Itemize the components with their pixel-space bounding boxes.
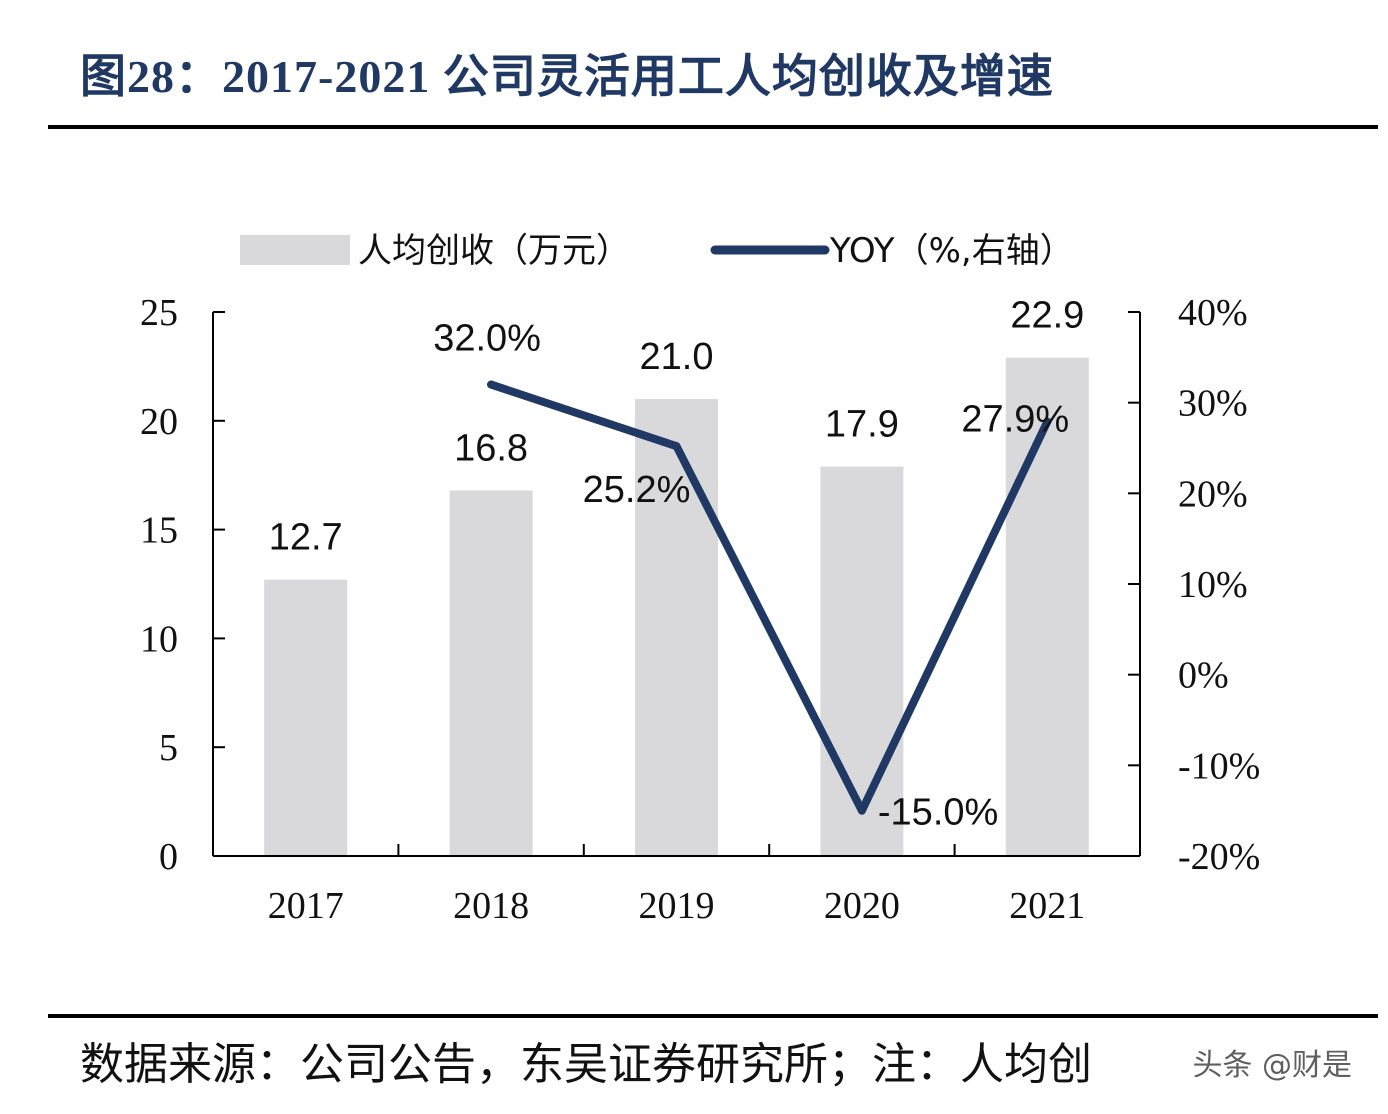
legend-bar-swatch [240,235,350,265]
bar-value-label: 16.8 [454,427,528,469]
bar-2021 [1005,357,1089,856]
bar-2017 [264,579,348,856]
chart-legend: 人均创收（万元） YOY（%,右轴） [240,231,1074,271]
legend-bar-label: 人均创收（万元） [358,231,630,271]
data-labels: 12.7 16.8 21.0 17.9 22.9 32.0% 25.2% -15.0% 27.9… [269,295,1085,834]
yoy-point-2020 [857,806,866,815]
right-tick-label: 30% [1178,383,1248,425]
watermark: 头条 @财是 [1188,1040,1356,1084]
left-tick-label: 15 [140,510,178,552]
left-tick-label: 25 [140,292,178,334]
right-tick-label: 10% [1178,564,1248,606]
source-divider [48,1014,1378,1018]
bar-series [264,357,1089,856]
left-tick-label: 20 [140,401,178,443]
combo-chart: 人均创收（万元） YOY（%,右轴） 0 5 10 15 20 25 -20% -10% 0% 10… [140,231,1260,927]
right-tick-label: -20% [1178,836,1260,878]
yoy-value-label: -15.0% [878,792,998,834]
title-divider [48,125,1378,129]
source-note: 数据来源：公司公告，东吴证券研究所；注：人均创 [80,1039,1092,1090]
bar-value-label: 17.9 [825,403,899,445]
bar-value-label: 12.7 [269,517,343,559]
x-tick-label: 2020 [824,885,900,927]
right-tick-label: 40% [1178,292,1248,334]
x-tick-label: 2019 [639,885,715,927]
line-series [487,380,1052,815]
yoy-value-label: 25.2% [583,469,691,511]
left-tick-label: 10 [140,618,178,660]
x-tick-label: 2017 [268,885,344,927]
bar-value-label: 21.0 [640,336,714,378]
legend-line-label: YOY（%,右轴） [829,231,1074,271]
figure-title: 图28：2017-2021 公司灵活用工人均创收及增速 [80,51,1054,102]
bar-2019 [635,399,718,856]
chart-axes: 0 5 10 15 20 25 -20% -10% 0% 10% 20% 30% 40% 2017 2018… [140,292,1260,927]
yoy-point-2019 [672,442,681,451]
bar-2020 [820,466,904,856]
x-tick-label: 2021 [1009,885,1085,927]
right-tick-label: 0% [1178,655,1229,697]
yoy-line [487,380,1052,815]
right-tick-label: 20% [1178,473,1248,515]
yoy-value-label: 27.9% [961,399,1069,441]
right-tick-label: -10% [1178,745,1260,787]
left-tick-label: 0 [159,836,178,878]
yoy-point-2021 [1043,417,1052,426]
bar-value-label: 22.9 [1010,295,1084,337]
x-tick-label: 2018 [453,885,529,927]
yoy-point-2018 [487,380,496,389]
left-tick-label: 5 [159,727,178,769]
yoy-value-label: 32.0% [433,318,541,360]
bar-2018 [449,490,533,856]
